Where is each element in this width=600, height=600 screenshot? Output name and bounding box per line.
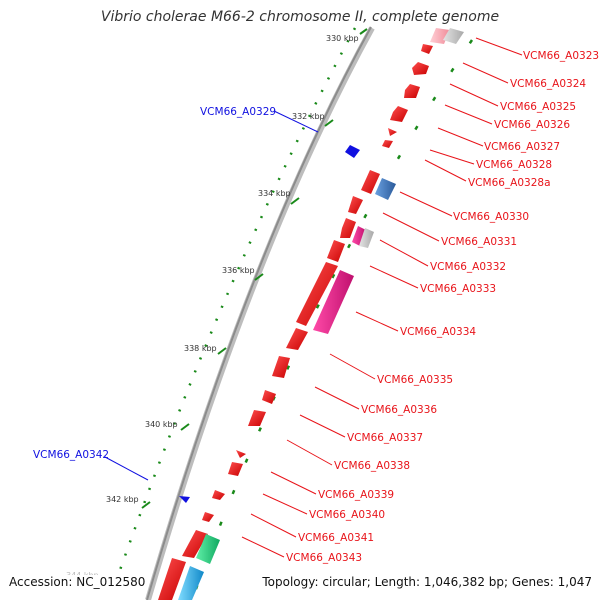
- gene-arrow-a0345: [158, 558, 186, 600]
- tick-mark: [359, 28, 368, 35]
- backbone-ring: [145, 26, 375, 600]
- tick-group-342: 342 kbp: [106, 495, 151, 509]
- gene-label: VCM66_A0341: [298, 532, 374, 544]
- gene-label: VCM66_A0326: [494, 119, 570, 131]
- reverse-leader-lines: [104, 110, 319, 481]
- tick-label: 336 kbp: [222, 266, 255, 275]
- gene-label: VCM66_A0336: [361, 404, 437, 416]
- map-title: Vibrio cholerae M66-2 chromosome II, com…: [100, 9, 500, 25]
- tick-mark: [254, 273, 264, 281]
- tick-label: 340 kbp: [145, 420, 178, 429]
- tick-label: 332 kbp: [292, 112, 325, 121]
- tick-mark: [290, 197, 300, 205]
- gene-label: VCM66_A0328: [476, 159, 552, 171]
- reverse-gene-labels: VCM66_A0329 VCM66_A0342: [33, 106, 276, 461]
- gene-label: VCM66_A0328a: [468, 177, 551, 189]
- gene-label: VCM66_A0331: [441, 236, 517, 248]
- gene-label: VCM66_A0325: [500, 101, 576, 113]
- gene-label: VCM66_A0323: [523, 50, 599, 62]
- gene-arrow-a0334: [296, 262, 338, 326]
- genome-info-label: Topology: circular; Length: 1,046,382 bp…: [260, 575, 594, 589]
- gene-arrow-a0326: [390, 106, 408, 122]
- tick-group-336: 336 kbp: [222, 266, 264, 281]
- gene-arrow-a0342: [179, 496, 190, 503]
- feature-box-magenta-large: [313, 270, 354, 334]
- gene-arrow-a0323: [421, 44, 433, 54]
- gene-label: VCM66_A0338: [334, 460, 410, 472]
- feature-box-magenta: [352, 226, 366, 246]
- gene-arrow-a0340: [228, 462, 243, 476]
- forward-gene-arrows: [158, 44, 433, 600]
- tick-mark: [141, 501, 151, 509]
- tick-group-338: 338 kbp: [184, 344, 227, 355]
- gene-arrow-a0341: [212, 490, 225, 500]
- gene-arrow-a0327: [388, 128, 397, 136]
- tick-group-330: 330 kbp: [326, 28, 368, 43]
- gene-label: VCM66_A0339: [318, 489, 394, 501]
- gene-arrow-a0332: [340, 218, 356, 238]
- gene-arrow-a0324: [412, 62, 429, 75]
- gene-arrow-a0329: [345, 145, 360, 158]
- tick-group-340: 340 kbp: [145, 420, 190, 431]
- gene-arrow-a0330: [361, 170, 380, 194]
- forward-gene-labels: VCM66_A0323 VCM66_A0324 VCM66_A0325 VCM6…: [286, 50, 599, 564]
- gene-arrow-a0344: [182, 530, 208, 558]
- gene-arrow-a0328: [382, 140, 393, 148]
- gene-label: VCM66_A0343: [286, 552, 362, 564]
- gene-label: VCM66_A0333: [420, 283, 496, 295]
- gene-label: VCM66_A0334: [400, 326, 476, 338]
- gene-arrow-a0331: [348, 196, 363, 214]
- tick-label: 330 kbp: [326, 34, 359, 43]
- gene-arrow-a0339: [236, 450, 246, 458]
- gene-label: VCM66_A0342: [33, 449, 109, 461]
- tick-group-334: 334 kbp: [258, 189, 300, 205]
- gene-arrow-a0343: [202, 512, 214, 522]
- label-leader-lines: [241, 37, 523, 558]
- gene-arrow-a0337: [262, 390, 276, 404]
- tick-group-332: 332 kbp: [292, 112, 334, 127]
- tick-label: 334 kbp: [258, 189, 291, 198]
- gene-label: VCM66_A0337: [347, 432, 423, 444]
- gene-label: VCM66_A0324: [510, 78, 586, 90]
- reverse-gene-arrows: [179, 145, 360, 503]
- tick-label: 342 kbp: [106, 495, 139, 504]
- gene-label: VCM66_A0332: [430, 261, 506, 273]
- feature-box-grey-2: [359, 228, 374, 248]
- gene-arrow-a0325: [404, 84, 420, 98]
- tick-mark: [217, 347, 227, 355]
- gene-label: VCM66_A0340: [309, 509, 385, 521]
- feature-box-cyan: [178, 566, 204, 600]
- accession-label: Accession: NC_012580: [7, 575, 148, 589]
- gene-label: VCM66_A0327: [484, 141, 560, 153]
- gene-label: VCM66_A0329: [200, 106, 276, 118]
- gene-label: VCM66_A0335: [377, 374, 453, 386]
- feature-box-blue: [375, 178, 396, 200]
- tick-mark: [324, 119, 334, 127]
- gene-arrow-a0335: [286, 328, 308, 350]
- tick-label: 338 kbp: [184, 344, 217, 353]
- gene-label: VCM66_A0330: [453, 211, 529, 223]
- tick-mark: [180, 423, 190, 431]
- gene-arrow-a0338: [248, 410, 266, 426]
- feature-box-grey: [443, 28, 464, 44]
- feature-track: [178, 28, 464, 600]
- feature-box-green: [196, 534, 220, 564]
- gene-arrow-a0333: [327, 240, 345, 262]
- gene-arrow-a0336: [272, 356, 290, 378]
